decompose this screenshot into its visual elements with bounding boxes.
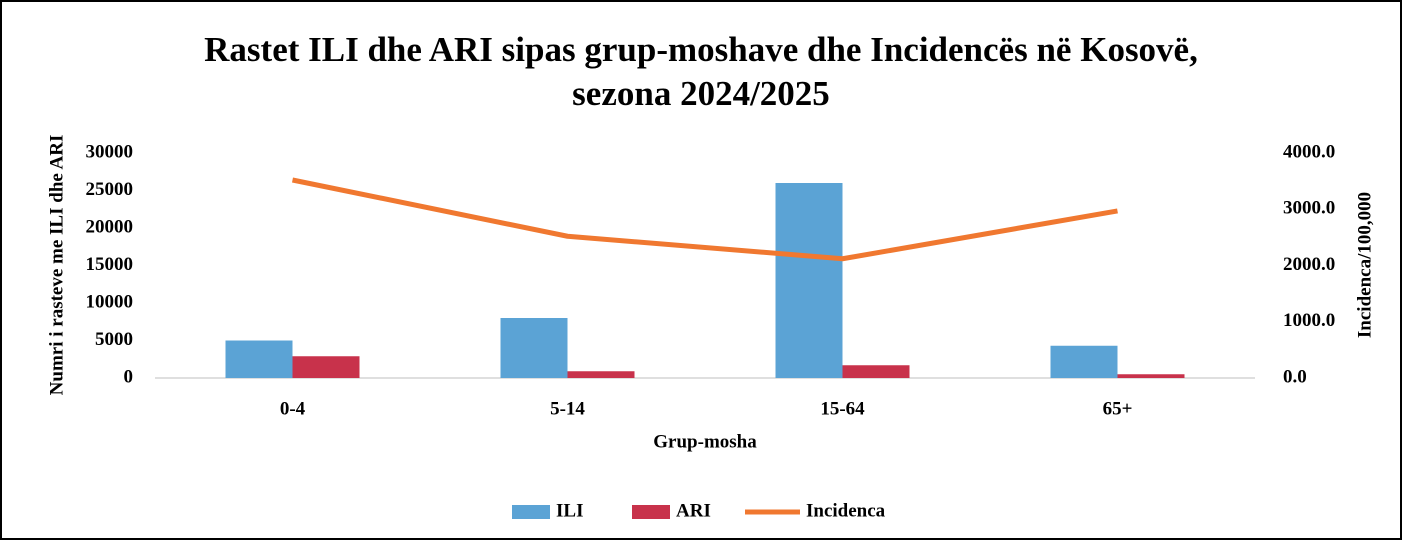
legend-swatch	[512, 505, 550, 519]
y-tick-label: 10000	[86, 291, 134, 312]
y-tick-label: 5000	[95, 329, 133, 350]
bar	[1050, 345, 1118, 378]
legend-label: ILI	[556, 500, 583, 521]
title-box: Rastet ILI dhe ARI sipas grup-moshave dh…	[0, 28, 1402, 116]
y2-tick-label: 0.0	[1283, 366, 1307, 387]
x-tick-label: 65+	[1103, 398, 1133, 419]
x-tick-label: 0-4	[280, 398, 306, 419]
bar	[567, 371, 635, 378]
y2-tick-label: 3000.0	[1283, 198, 1335, 219]
y2-tick-label: 2000.0	[1283, 254, 1335, 275]
y-tick-label: 15000	[86, 254, 134, 275]
bar	[842, 365, 910, 378]
bar	[500, 318, 568, 378]
bar	[292, 356, 360, 378]
bar	[1117, 374, 1185, 378]
line	[291, 177, 1118, 262]
y2-tick-label: 4000.0	[1283, 141, 1335, 162]
y2-tick-label: 1000.0	[1283, 310, 1335, 331]
legend-label: Incidenca	[806, 500, 886, 521]
x-tick-label: 5-14	[550, 398, 585, 419]
bar	[775, 183, 843, 378]
legend-swatch	[632, 505, 670, 519]
x-tick-label: 15-64	[820, 398, 865, 419]
y-tick-label: 20000	[86, 216, 134, 237]
chart-title: Rastet ILI dhe ARI sipas grup-moshave dh…	[204, 30, 1198, 113]
legend-label: ARI	[676, 500, 711, 521]
y-tick-label: 0	[124, 366, 134, 387]
y2-axis-label: Incidenca/100,000	[1354, 192, 1375, 338]
y-tick-label: 25000	[86, 179, 134, 200]
bar	[225, 340, 293, 378]
y-axis-label: Numri i rasteve me ILI dhe ARI	[46, 135, 67, 396]
x-axis-label: Grup-mosha	[653, 431, 757, 452]
y-tick-label: 30000	[86, 141, 134, 162]
